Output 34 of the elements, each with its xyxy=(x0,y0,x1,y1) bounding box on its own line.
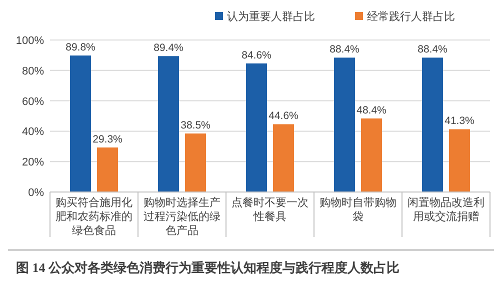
bar xyxy=(422,58,443,192)
x-tick-label: 购买符合施用化肥和农药标准的绿色食品 xyxy=(55,196,133,238)
bar xyxy=(273,124,294,192)
data-label: 89.4% xyxy=(154,42,184,54)
y-tick-label: 40% xyxy=(22,126,44,138)
text: 图 14 公众对各类绿色消费行为重要性认知程度与践行程度人数占比 xyxy=(16,260,400,275)
data-label: 48.4% xyxy=(356,104,386,116)
data-label: 89.8% xyxy=(66,42,96,54)
legend-label: 认为重要人群占比 xyxy=(227,10,315,23)
data-label: 41.3% xyxy=(444,115,474,128)
y-tick-label: 0% xyxy=(28,187,44,199)
y-tick-label: 80% xyxy=(22,65,44,78)
bar xyxy=(246,63,267,192)
data-label: 38.5% xyxy=(180,119,210,132)
data-label: 88.4% xyxy=(330,44,360,56)
data-label: 84.6% xyxy=(242,49,272,62)
bar xyxy=(334,58,355,192)
bar xyxy=(185,133,206,192)
x-tick-label: 闲置物品改造利用或交流捐赠 xyxy=(407,196,485,224)
legend-label: 经常践行人群占比 xyxy=(367,10,455,23)
x-tick-label: 购物时自带购物袋 xyxy=(319,196,397,224)
y-tick-label: 20% xyxy=(22,156,44,169)
bar xyxy=(449,129,470,192)
bar xyxy=(361,118,382,192)
data-label: 29.3% xyxy=(92,133,122,146)
x-tick-label: 购物时选择生产过程污染低的绿色产品 xyxy=(143,196,221,238)
y-tick-label: 60% xyxy=(22,96,44,108)
bar xyxy=(158,56,179,192)
bar xyxy=(97,147,118,192)
y-tick-label: 100% xyxy=(16,35,44,47)
bar xyxy=(70,56,91,192)
data-label: 44.6% xyxy=(268,110,298,122)
data-label: 88.4% xyxy=(418,44,448,56)
x-tick-label: 点餐时不要一次性餐具 xyxy=(231,196,309,224)
